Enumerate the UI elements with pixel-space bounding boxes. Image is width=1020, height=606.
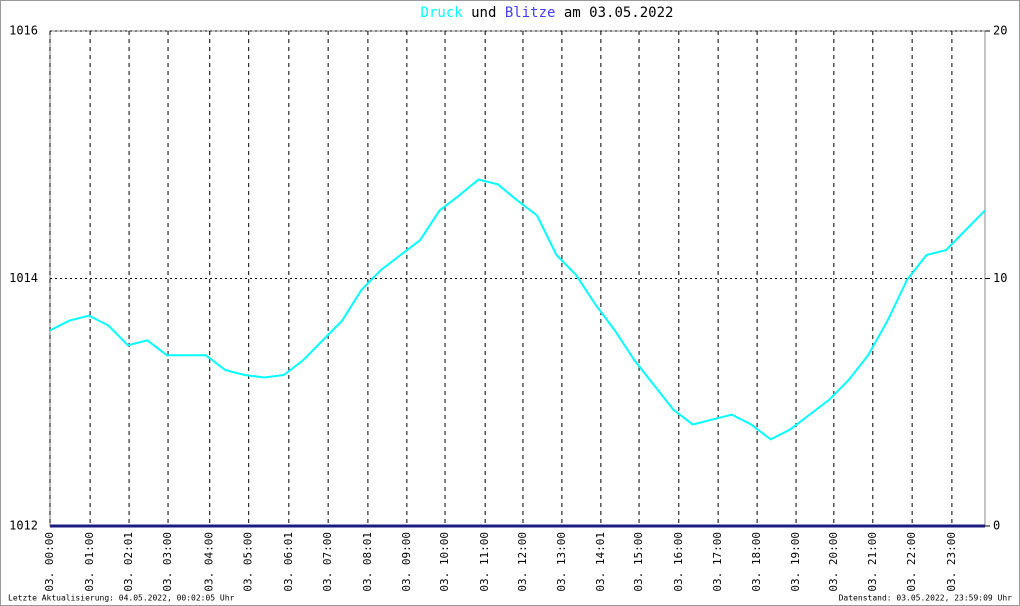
x-tick-label: 03. 12:00 (516, 532, 529, 592)
x-tick-label: 03. 03:00 (161, 532, 174, 592)
y2-tick-label: 0 (993, 519, 1000, 533)
title-part: Druck (421, 5, 464, 21)
x-tick-label: 03. 19:00 (789, 532, 802, 592)
x-tick-label: 03. 15:00 (632, 532, 645, 592)
x-tick-label: 03. 11:00 (478, 532, 491, 592)
y2-tick-label: 20 (993, 24, 1007, 38)
x-tick-label: 03. 13:00 (555, 532, 568, 592)
footer-left: Letzte Aktualisierung: 04.05.2022, 00:02… (8, 594, 235, 603)
x-tick-label: 03. 22:00 (905, 532, 918, 592)
x-tick-label: 03. 16:00 (672, 532, 685, 592)
x-tick-label: 03. 18:00 (750, 532, 763, 592)
x-tick-label: 03. 14:01 (594, 532, 607, 592)
x-tick-label: 03. 17:00 (711, 532, 724, 592)
x-tick-label: 03. 10:00 (438, 532, 451, 592)
x-tick-label: 03. 05:00 (242, 532, 255, 592)
title-part: am 03.05.2022 (564, 5, 674, 21)
y-tick-label: 1016 (9, 24, 38, 38)
x-tick-label: 03. 07:00 (321, 532, 334, 592)
x-tick-label: 03. 20:00 (827, 532, 840, 592)
x-tick-label: 03. 08:01 (361, 532, 374, 592)
x-tick-label: 03. 21:00 (866, 532, 879, 592)
x-tick-label: 03. 23:00 (945, 532, 958, 592)
title-part: Blitze (505, 5, 556, 21)
y-tick-label: 1014 (9, 271, 38, 285)
footer-right: Datenstand: 03.05.2022, 23:59:09 Uhr (839, 594, 1013, 603)
title-part: und (471, 5, 496, 21)
x-tick-label: 03. 02:01 (122, 532, 135, 592)
series-line (49, 178, 986, 441)
x-tick-label: 03. 04:00 (203, 532, 216, 592)
y-tick-label: 1012 (9, 519, 38, 533)
y2-tick-label: 10 (993, 271, 1007, 285)
x-tick-label: 03. 09:00 (400, 532, 413, 592)
x-tick-label: 03. 06:01 (282, 532, 295, 592)
x-tick-label: 03. 00:00 (43, 532, 56, 592)
x-tick-label: 03. 01:00 (83, 532, 96, 592)
chart-title: Druck und Blitze am 03.05.2022 (421, 5, 674, 21)
